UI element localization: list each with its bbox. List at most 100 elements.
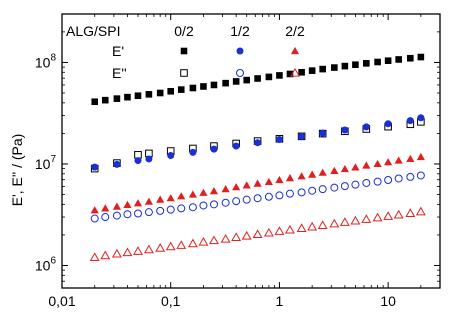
data-point: [187, 238, 198, 248]
series-2-2-storage: [90, 152, 425, 214]
data-point: [254, 139, 262, 147]
data-point: [90, 206, 99, 214]
data-point: [209, 187, 219, 195]
data-point: [350, 215, 361, 225]
data-point: [406, 154, 415, 163]
data-point: [241, 230, 252, 240]
data-point: [144, 208, 153, 217]
data-point: [308, 67, 316, 74]
data-point: [90, 214, 99, 223]
data-point: [285, 174, 295, 182]
data-point: [394, 156, 403, 164]
data-point: [167, 152, 175, 160]
x-tick-label: 1: [276, 293, 284, 309]
data-point: [232, 142, 240, 150]
legend-marker: [290, 67, 300, 77]
data-point: [177, 204, 186, 213]
data-point: [145, 155, 153, 163]
data-point: [417, 53, 425, 61]
data-point: [286, 70, 294, 78]
data-point: [372, 212, 383, 222]
data-point: [210, 81, 218, 89]
data-point: [319, 65, 326, 73]
data-point: [101, 204, 110, 212]
data-point: [232, 183, 241, 191]
data-point: [339, 217, 350, 226]
data-point: [330, 183, 339, 192]
legend-header: ALG/SPI: [66, 23, 120, 39]
y-tick-label: 107: [35, 154, 57, 172]
data-point: [340, 164, 349, 173]
data-point: [112, 211, 121, 220]
data-point: [417, 114, 425, 122]
data-point: [330, 166, 339, 174]
data-point: [156, 195, 165, 203]
legend-marker: [180, 69, 188, 77]
data-point: [362, 178, 371, 187]
data-point: [264, 177, 273, 186]
data-point: [133, 209, 142, 218]
data-point: [111, 248, 122, 258]
series-1-2-loss: [90, 171, 425, 223]
legend-marker: [236, 69, 244, 77]
data-point: [383, 211, 394, 220]
data-point: [134, 157, 142, 165]
data-point: [361, 214, 372, 223]
data-point: [373, 159, 382, 168]
plot-frame: [61, 13, 441, 289]
data-point: [275, 175, 284, 184]
data-point: [124, 93, 131, 101]
data-point: [297, 188, 306, 197]
data-point: [100, 250, 111, 260]
data-point: [210, 145, 218, 153]
data-point: [134, 92, 142, 100]
data-point: [406, 117, 414, 125]
data-point: [274, 226, 285, 235]
data-point: [232, 197, 241, 206]
data-point: [221, 185, 230, 193]
data-point: [123, 200, 132, 208]
data-point: [384, 57, 392, 65]
legend-marker: [290, 46, 300, 55]
data-point: [145, 91, 153, 98]
data-point: [209, 235, 219, 245]
data-point: [329, 218, 340, 228]
data-point: [253, 179, 262, 187]
x-tick-label: 10: [380, 293, 396, 309]
legend-group-label: 1/2: [230, 23, 250, 39]
data-point: [101, 213, 110, 222]
data-point: [167, 87, 175, 95]
data-point: [232, 78, 240, 85]
data-point: [254, 75, 261, 82]
data-point: [406, 172, 415, 181]
data-point: [113, 160, 121, 168]
data-point: [221, 198, 230, 207]
data-point: [340, 182, 349, 191]
data-point: [407, 54, 414, 62]
data-point: [189, 84, 197, 92]
data-point: [363, 60, 370, 67]
data-point: [373, 177, 382, 186]
data-point: [89, 252, 100, 262]
data-point: [188, 203, 197, 212]
data-point: [285, 189, 294, 198]
legend-group-label: 0/2: [174, 23, 194, 39]
data-point: [351, 163, 360, 171]
data-point: [352, 61, 359, 68]
data-point: [165, 241, 176, 251]
data-point: [200, 83, 207, 90]
data-point: [297, 172, 306, 180]
data-point: [319, 129, 327, 137]
x-tick-label: 0,01: [48, 293, 75, 309]
data-point: [133, 199, 143, 207]
data-point: [242, 195, 251, 204]
data-point: [91, 98, 99, 106]
data-point: [275, 191, 284, 200]
data-point: [276, 72, 283, 79]
data-point: [122, 247, 133, 257]
data-point: [395, 56, 402, 63]
data-point: [308, 186, 317, 195]
data-point: [91, 163, 99, 171]
y-axis-label: E', E'' / (Pa): [9, 134, 25, 207]
